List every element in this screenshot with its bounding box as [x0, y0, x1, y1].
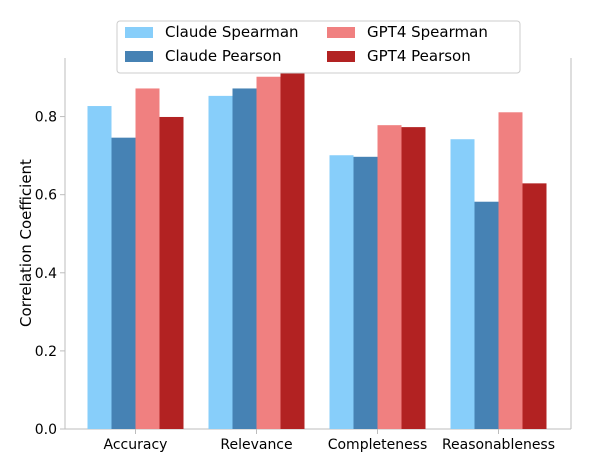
legend-label: GPT4 Pearson: [367, 47, 471, 65]
x-tick-label: Completeness: [328, 437, 428, 453]
y-tick-label: 0.6: [35, 188, 57, 204]
bar-gpt4-pearson-completeness: [401, 127, 426, 429]
legend-label: Claude Pearson: [165, 47, 281, 65]
bar-gpt4-pearson-reasonableness: [522, 183, 547, 429]
x-ticks: Accuracy Relevance Completeness Reasonablen…: [104, 429, 555, 453]
y-axis-label: Correlation Coefficient: [17, 159, 35, 327]
bar-claude-spearman-relevance: [208, 95, 233, 430]
bar-claude-pearson-accuracy: [111, 137, 136, 430]
y-ticks: 0.0 0.2 0.4 0.6 0.8: [35, 110, 65, 438]
legend-swatch: [327, 27, 355, 38]
bar-gpt4-spearman-reasonableness: [498, 112, 523, 430]
legend-swatch: [327, 51, 355, 62]
y-tick-label: 0.2: [35, 344, 57, 360]
bar-claude-spearman-completeness: [329, 155, 354, 429]
bar-gpt4-pearson-accuracy: [159, 116, 184, 429]
bar-claude-pearson-completeness: [353, 156, 378, 429]
legend-box: [116, 20, 521, 74]
x-tick-label: Relevance: [220, 437, 292, 453]
bar-claude-pearson-reasonableness: [474, 201, 499, 429]
x-tick-label: Reasonableness: [442, 437, 555, 453]
bar-gpt4-spearman-accuracy: [135, 88, 160, 429]
legend-swatch: [125, 27, 153, 38]
bar-claude-pearson-relevance: [232, 88, 257, 429]
bar-gpt4-spearman-relevance: [256, 76, 281, 429]
y-tick-label: 0.8: [35, 110, 57, 126]
x-tick-label: Accuracy: [104, 437, 168, 453]
legend: Claude Spearman Claude Pearson GPT4 Spearm…: [116, 20, 521, 74]
legend-label: GPT4 Spearman: [367, 23, 488, 41]
bar-gpt4-spearman-completeness: [377, 125, 402, 429]
y-tick-label: 0.4: [35, 266, 57, 282]
bar-gpt4-pearson-relevance: [280, 65, 305, 430]
legend-label: Claude Spearman: [165, 23, 299, 41]
bar-claude-spearman-accuracy: [87, 106, 112, 430]
bar-claude-spearman-reasonableness: [450, 139, 475, 429]
legend-swatch: [125, 51, 153, 62]
bars: [87, 65, 547, 430]
y-tick-label: 0.0: [35, 422, 57, 438]
